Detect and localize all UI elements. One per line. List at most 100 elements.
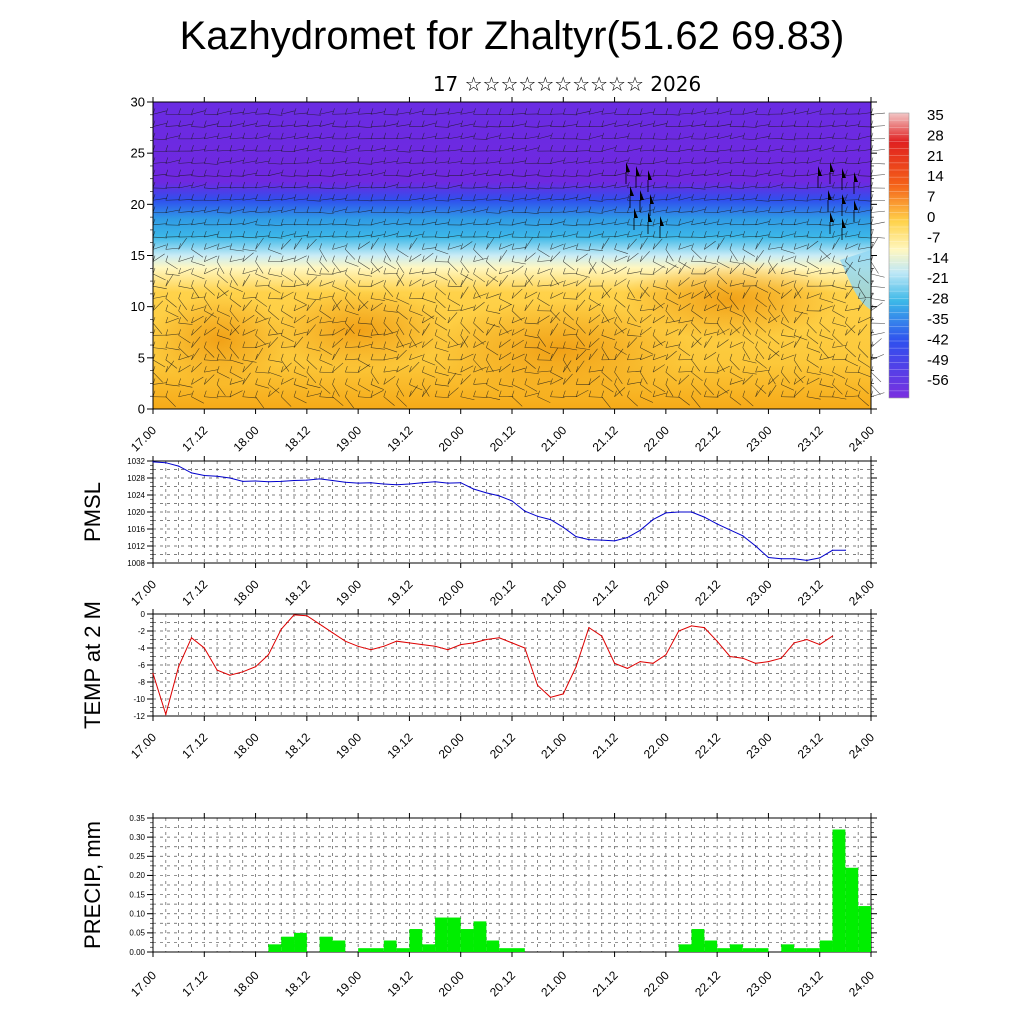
- wind-barb: [152, 244, 167, 250]
- wind-barb-flag: [768, 366, 771, 373]
- wind-barb: [627, 122, 642, 127]
- wind-barb-flag: [434, 243, 438, 250]
- wind-barb: [319, 249, 327, 262]
- wind-barb: [217, 175, 232, 178]
- wind-barb-flag: [332, 304, 335, 311]
- wind-barb: [178, 393, 193, 397]
- wind-barb-flag: [268, 169, 271, 176]
- wind-barb-flag: [819, 230, 822, 238]
- wind-barb-flag: [601, 292, 605, 299]
- wind-barb: [216, 286, 228, 297]
- wind-barb: [396, 212, 411, 214]
- wind-barb: [499, 303, 512, 312]
- wind-barb: [511, 197, 526, 201]
- wind-barb-flag: [742, 255, 746, 262]
- wind-barb-flag: [665, 194, 669, 201]
- colorbar-label: 35: [927, 107, 944, 124]
- wind-barb-flag: [652, 280, 656, 287]
- wind-barb-flag: [255, 267, 258, 275]
- wind-barb-flag: [486, 145, 489, 152]
- wind-barb: [742, 396, 754, 407]
- wind-barb-flag: [216, 206, 220, 213]
- wind-barb-flag: [857, 157, 861, 164]
- wind-barb: [255, 285, 270, 287]
- wind-barb-flag: [242, 108, 246, 115]
- wind-barb: [588, 338, 600, 348]
- wind-barb-flag: [768, 267, 771, 275]
- wind-barb-flag: [742, 181, 746, 189]
- wind-barb-flag: [370, 366, 374, 373]
- wind-barb-flag: [511, 157, 515, 164]
- wind-barb-flag: [678, 378, 681, 385]
- wind-barb: [409, 322, 420, 334]
- wind-barb-flag: [345, 304, 348, 311]
- wind-barb: [858, 223, 873, 226]
- wind-barb-flag: [678, 181, 681, 189]
- wind-barb-flag: [345, 108, 348, 115]
- wind-barb-flag: [755, 230, 758, 238]
- wind-barb: [729, 249, 738, 262]
- temp2m-point: [421, 644, 423, 646]
- wind-barb-flag: [742, 132, 746, 139]
- wind-barb-flag: [729, 316, 733, 324]
- wind-barb-flag: [614, 206, 617, 213]
- wind-barb: [742, 126, 757, 128]
- wind-barb-flag: [216, 218, 220, 225]
- wind-barb: [255, 335, 267, 345]
- wind-barb-flag: [806, 292, 810, 299]
- wind-barb-flag: [280, 378, 284, 385]
- wind-barb-flag: [665, 157, 669, 164]
- wind-barb: [793, 359, 802, 372]
- x-tick-label: 21.00: [538, 577, 569, 608]
- wind-barb: [486, 135, 501, 140]
- wind-barb-flag: [639, 108, 643, 115]
- wind-barb: [422, 197, 437, 201]
- temp2m-point: [447, 649, 449, 651]
- wind-barb: [691, 384, 702, 395]
- wind-barb-flag: [204, 316, 207, 324]
- wind-barb: [383, 114, 398, 116]
- temp2m-point: [819, 644, 821, 646]
- wind-barb-flag: [780, 329, 784, 336]
- colorbar-label: 7: [927, 189, 935, 206]
- x-tick-label: 18.12: [282, 968, 313, 999]
- wind-barb-flag: [434, 366, 438, 373]
- wind-barb-flag: [421, 292, 425, 299]
- wind-barb: [319, 281, 333, 287]
- wind-barb: [768, 310, 778, 323]
- pmsl-point: [421, 482, 423, 484]
- wind-barb-flag: [857, 194, 861, 201]
- pmsl-point: [767, 556, 770, 559]
- wind-barb-flag: [396, 132, 399, 139]
- pmsl-point: [639, 529, 641, 531]
- wind-barb-flag: [691, 132, 694, 139]
- wind-barb-flag: [524, 316, 528, 324]
- wind-barb: [152, 110, 167, 115]
- wind-barb-flag: [409, 169, 412, 176]
- wind-barb: [486, 261, 497, 272]
- wind-barb-flag: [319, 218, 322, 225]
- wind-barb-flag: [332, 329, 335, 336]
- wind-barb-flag: [370, 108, 374, 115]
- wind-barb: [306, 148, 321, 152]
- y-tick-label: 20: [131, 197, 145, 212]
- wind-barb: [229, 148, 244, 152]
- wind-barb: [614, 150, 629, 153]
- wind-barb-flag: [421, 230, 425, 238]
- wind-barb: [152, 236, 167, 239]
- wind-barb-flag: [793, 157, 797, 164]
- wind-barb-flag: [588, 304, 592, 311]
- wind-barb: [652, 354, 667, 361]
- wind-barb: [358, 343, 372, 348]
- wind-barb-flag: [563, 316, 566, 324]
- wind-barb-flag: [229, 145, 233, 152]
- wind-barb-flag: [370, 378, 374, 385]
- precip-bar: [512, 948, 525, 952]
- wind-barb-flag: [793, 329, 797, 336]
- wind-barb-flag: [204, 353, 207, 360]
- wind-barb: [434, 273, 448, 281]
- wind-barb-flag: [268, 230, 271, 238]
- wind-barb-flag: [845, 366, 848, 373]
- wind-barb: [550, 198, 565, 201]
- wind-barb-flag: [614, 353, 617, 360]
